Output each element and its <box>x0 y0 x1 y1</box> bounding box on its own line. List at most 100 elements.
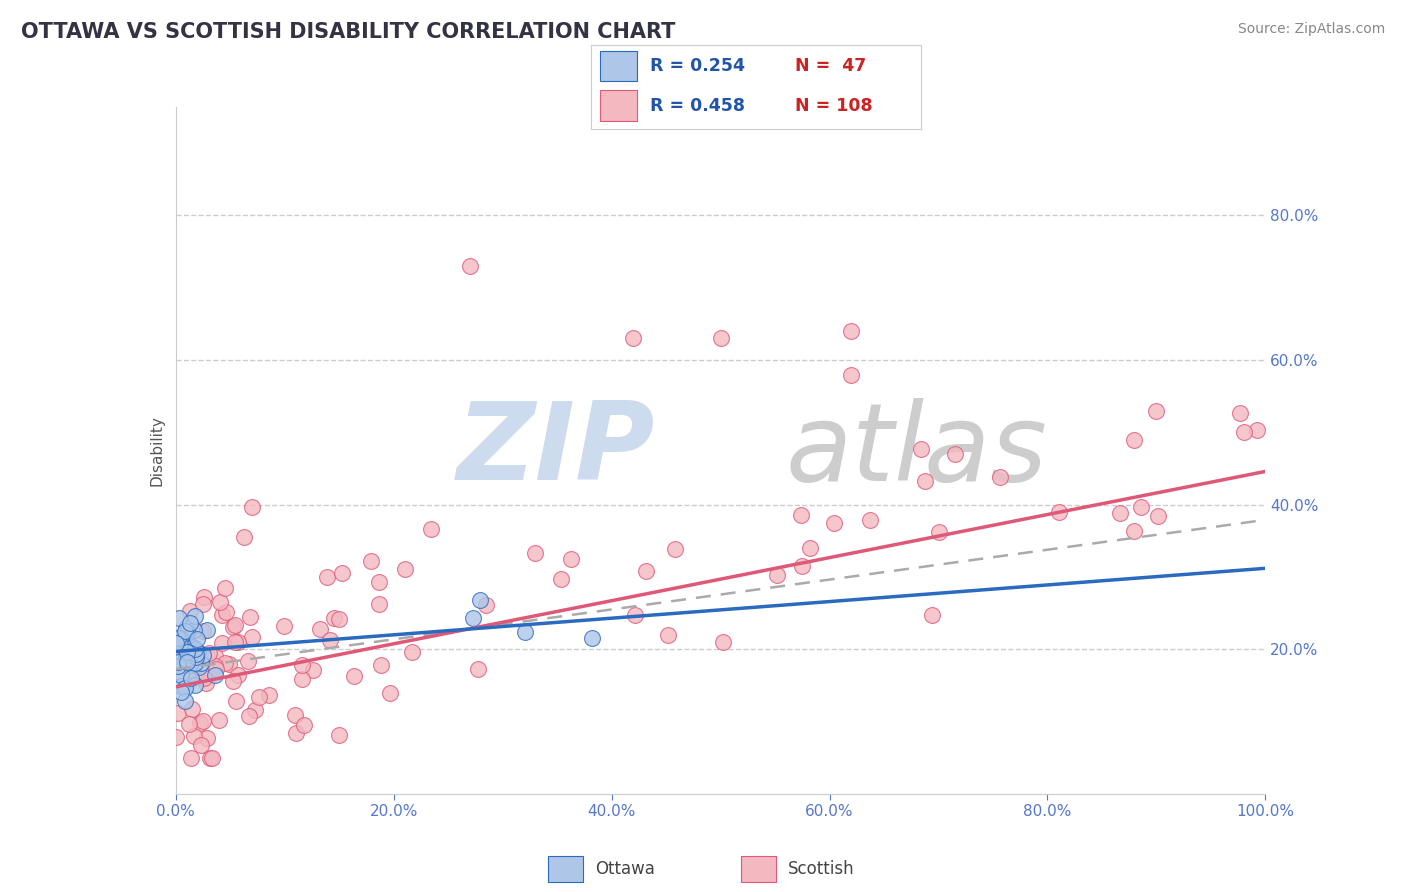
Point <box>176 645 198 659</box>
Point <box>319 633 342 648</box>
Point <box>169 646 191 660</box>
Point <box>180 671 202 685</box>
Point <box>342 669 364 683</box>
Point <box>180 644 202 658</box>
Point <box>309 622 332 636</box>
Point <box>172 635 194 649</box>
Point <box>170 680 193 694</box>
Point <box>461 611 484 625</box>
Point <box>943 447 966 461</box>
Point <box>467 662 489 676</box>
Text: R = 0.458: R = 0.458 <box>650 96 745 114</box>
Point <box>766 568 789 582</box>
Bar <box>600 51 637 81</box>
Point <box>368 574 391 589</box>
Point <box>284 707 307 722</box>
Point <box>166 706 188 720</box>
Point <box>166 631 188 645</box>
Point <box>710 331 733 345</box>
Point <box>475 598 498 612</box>
Point <box>226 668 249 682</box>
Point <box>184 656 207 670</box>
Point <box>1109 506 1132 520</box>
Point <box>214 581 236 595</box>
Point <box>360 553 382 567</box>
Point <box>190 738 212 752</box>
Point <box>167 611 190 625</box>
Point <box>711 635 734 649</box>
Point <box>191 597 214 611</box>
Text: R = 0.254: R = 0.254 <box>650 57 745 75</box>
Text: ZIP: ZIP <box>457 398 655 503</box>
Point <box>188 715 211 730</box>
Point <box>859 513 882 527</box>
Point <box>187 645 209 659</box>
Point <box>193 671 215 685</box>
Text: Ottawa: Ottawa <box>595 860 655 878</box>
Point <box>657 627 679 641</box>
Point <box>179 657 201 672</box>
Point <box>204 668 226 682</box>
Point <box>186 632 208 647</box>
Point <box>191 648 214 662</box>
Point <box>921 607 943 622</box>
Text: N = 108: N = 108 <box>796 96 873 114</box>
Point <box>211 636 233 650</box>
Point <box>1144 403 1167 417</box>
Point <box>215 605 238 619</box>
Point <box>401 645 423 659</box>
Point <box>560 551 582 566</box>
Point <box>176 632 198 647</box>
Point <box>169 665 191 680</box>
Point <box>165 730 187 744</box>
Point <box>330 566 353 581</box>
Point <box>1246 423 1268 437</box>
Point <box>301 663 323 677</box>
Point <box>186 650 208 665</box>
Point <box>370 658 392 673</box>
Point <box>1147 508 1170 523</box>
Point <box>624 607 647 622</box>
Point <box>1129 500 1152 514</box>
Point <box>167 655 190 669</box>
Point <box>841 324 863 338</box>
Point <box>190 656 212 670</box>
Point <box>183 729 205 743</box>
Text: atlas: atlas <box>786 398 1047 503</box>
Point <box>238 709 260 723</box>
Point <box>928 525 950 540</box>
Point <box>284 726 307 740</box>
Point <box>218 657 240 671</box>
Point <box>581 631 603 645</box>
Point <box>184 608 207 623</box>
Point <box>257 688 280 702</box>
Point <box>322 611 344 625</box>
Point <box>173 694 195 708</box>
Point <box>200 750 222 764</box>
Text: Scottish: Scottish <box>787 860 855 878</box>
Point <box>170 667 193 681</box>
Point <box>823 516 845 530</box>
Y-axis label: Disability: Disability <box>149 415 165 486</box>
Point <box>165 636 187 650</box>
Point <box>183 623 205 637</box>
Point <box>174 642 197 657</box>
Point <box>291 657 314 672</box>
Point <box>179 616 201 631</box>
Point <box>792 559 814 574</box>
Point <box>914 474 936 488</box>
Point <box>1123 524 1146 539</box>
Text: OTTAWA VS SCOTTISH DISABILITY CORRELATION CHART: OTTAWA VS SCOTTISH DISABILITY CORRELATIO… <box>21 22 675 42</box>
Point <box>225 694 247 708</box>
Bar <box>741 855 776 882</box>
Point <box>184 642 207 657</box>
Point <box>468 593 491 607</box>
Point <box>166 659 188 673</box>
Point <box>222 620 245 634</box>
Point <box>191 714 214 728</box>
Point <box>420 522 443 536</box>
Point <box>176 621 198 635</box>
Point <box>204 659 226 673</box>
Point <box>378 686 401 700</box>
Point <box>170 684 193 698</box>
